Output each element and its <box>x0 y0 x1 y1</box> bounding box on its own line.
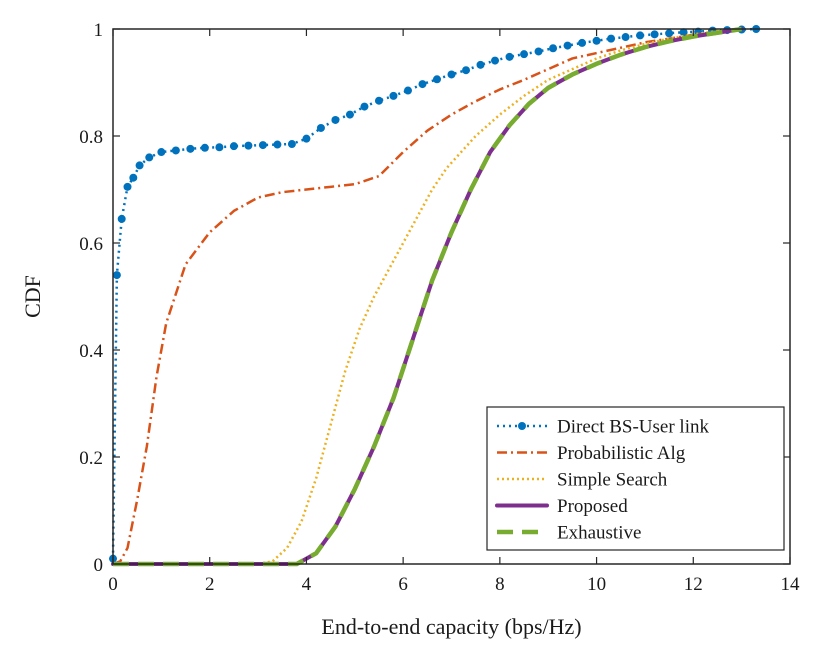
x-tick-label: 10 <box>587 574 606 595</box>
data-point <box>563 41 572 50</box>
series-simple-search <box>113 27 742 566</box>
series-line <box>111 27 744 566</box>
data-point <box>650 30 659 39</box>
data-point <box>287 140 296 149</box>
y-tick-label: 0.2 <box>79 448 103 469</box>
legend-entry: Proposed <box>495 496 628 517</box>
legend-label: Direct BS-User link <box>557 417 709 438</box>
x-tick-label: 6 <box>398 574 408 595</box>
x-tick-label: 8 <box>495 574 505 595</box>
data-point <box>447 70 456 79</box>
data-point <box>331 115 340 124</box>
data-point <box>129 173 138 182</box>
legend-label: Probabilistic Alg <box>557 443 686 464</box>
x-axis-label: End-to-end capacity (bps/Hz) <box>321 614 581 639</box>
legend-entry: Simple Search <box>497 470 668 491</box>
legend-label: Simple Search <box>557 470 668 491</box>
data-point <box>117 214 126 223</box>
x-tick-label: 14 <box>781 574 801 595</box>
legend-label: Proposed <box>557 496 628 517</box>
legend-entry: Probabilistic Alg <box>497 443 686 464</box>
legend-box <box>486 406 785 551</box>
series-line <box>113 27 742 566</box>
data-point <box>186 144 195 153</box>
y-tick-label: 0.4 <box>79 341 103 362</box>
series-probabilistic-alg <box>112 27 742 566</box>
data-point <box>549 44 558 53</box>
data-point <box>389 91 398 100</box>
data-point <box>607 34 616 43</box>
x-tick-label: 2 <box>205 574 215 595</box>
data-point <box>621 33 630 42</box>
y-tick-label: 0 <box>94 555 104 576</box>
data-point <box>476 60 485 69</box>
data-point <box>665 29 674 38</box>
data-point <box>135 161 144 170</box>
data-point <box>520 50 529 59</box>
series-layer <box>109 25 761 567</box>
plot-frame <box>112 28 791 565</box>
data-point <box>145 153 154 162</box>
y-tick-label: 0.8 <box>79 127 103 148</box>
data-point <box>592 36 601 45</box>
data-point <box>157 148 166 157</box>
data-point <box>316 123 325 132</box>
data-point <box>636 31 645 40</box>
data-point <box>418 80 427 89</box>
series-direct-bs-user-link <box>109 25 761 563</box>
y-axis-label: CDF <box>20 275 45 318</box>
y-tick-label: 0.6 <box>79 234 103 255</box>
data-point <box>462 66 471 75</box>
x-tick-label: 0 <box>108 574 118 595</box>
data-point <box>302 134 311 143</box>
data-point <box>200 143 209 152</box>
data-point <box>679 28 688 37</box>
ticks-layer: 0 2 4 6 8 10 12 14 0 0.2 0.4 0.6 0.8 1 <box>79 20 800 595</box>
data-point <box>534 47 543 56</box>
data-point <box>123 182 132 191</box>
data-point <box>258 141 267 150</box>
data-point <box>273 140 282 149</box>
legend: Direct BS-User link Probabilistic Alg Simp… <box>486 406 785 551</box>
x-tick-label: 12 <box>684 574 703 595</box>
data-point <box>360 102 369 111</box>
legend-label: Exhaustive <box>557 523 641 544</box>
data-point <box>112 271 121 280</box>
data-point <box>491 56 500 65</box>
legend-entry: Exhaustive <box>497 523 641 544</box>
data-point <box>374 96 383 105</box>
data-point <box>345 110 354 119</box>
data-point <box>432 75 441 84</box>
data-point <box>229 142 238 151</box>
data-point <box>244 141 253 150</box>
data-point <box>215 143 224 152</box>
legend-marker <box>518 422 526 430</box>
data-point <box>403 86 412 95</box>
series-line <box>112 27 742 566</box>
series-proposed <box>111 27 744 566</box>
y-tick-label: 1 <box>94 20 104 41</box>
data-point <box>505 52 514 61</box>
data-point <box>578 38 587 47</box>
data-point <box>171 146 180 155</box>
legend-entry: Direct BS-User link <box>497 417 709 438</box>
x-tick-label: 4 <box>302 574 312 595</box>
